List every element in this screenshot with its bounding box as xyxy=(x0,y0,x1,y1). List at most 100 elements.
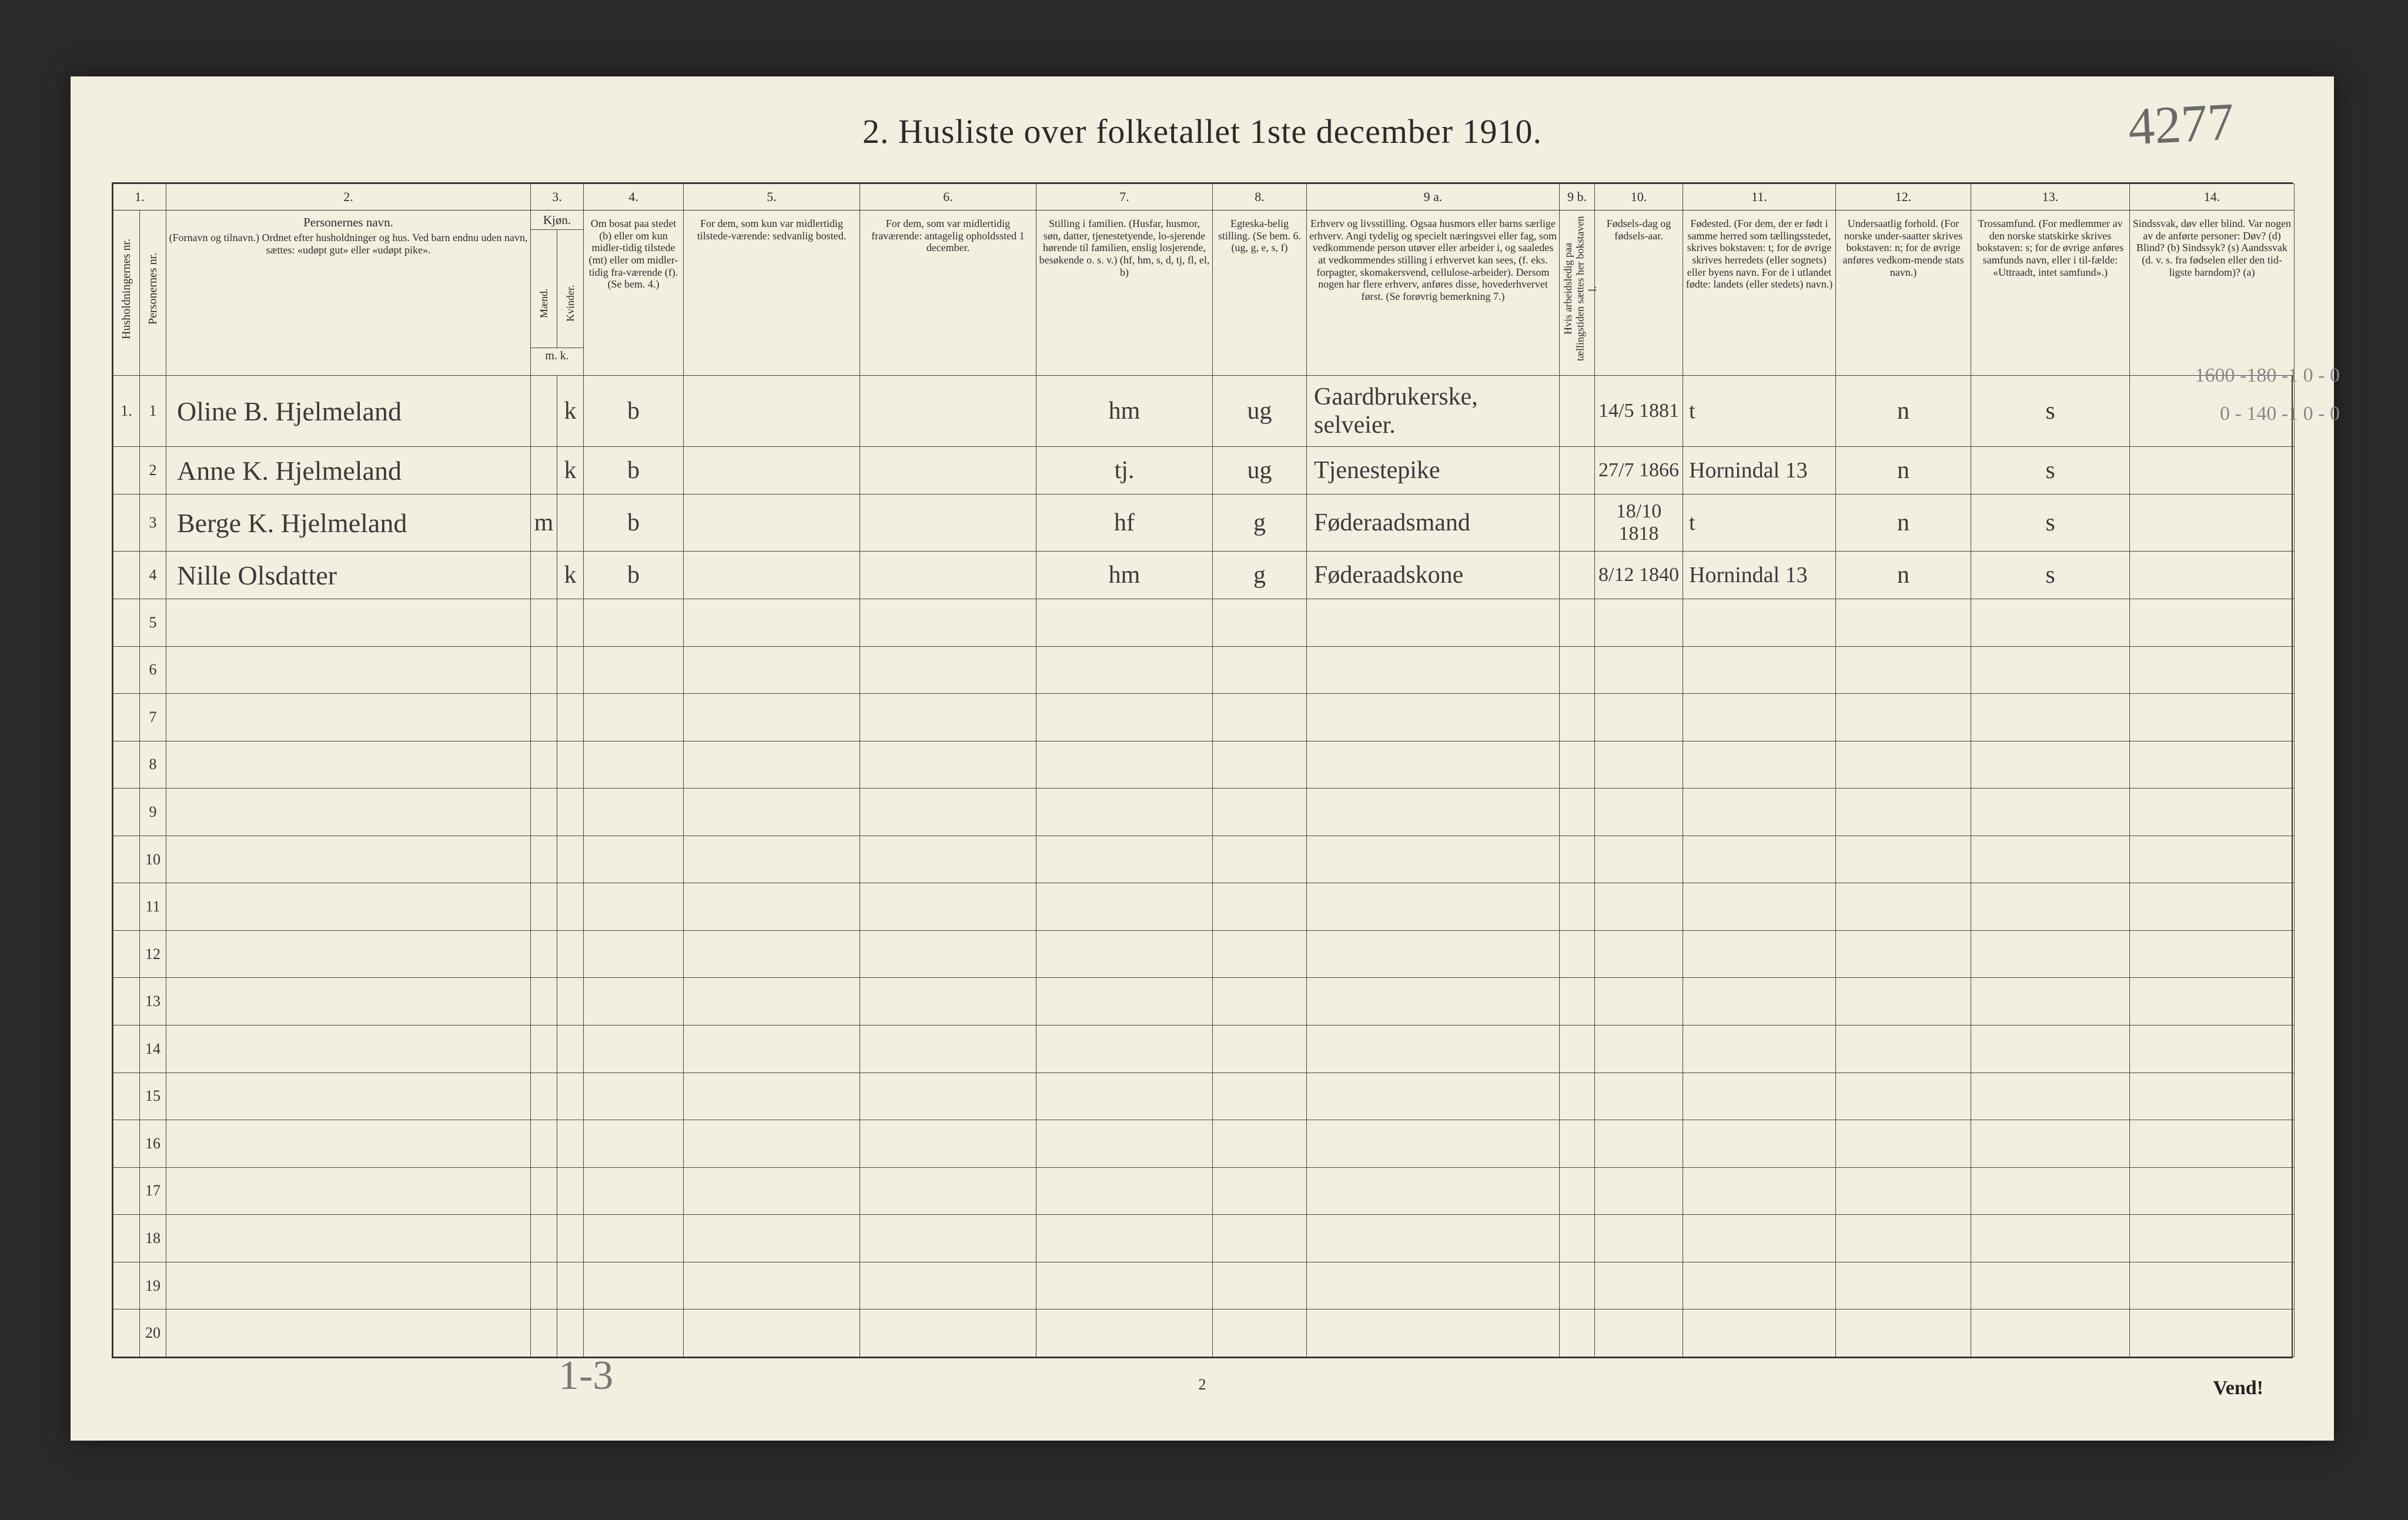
table-body: 1. 1 Oline B. Hjelmeland k b hm ug Gaard… xyxy=(113,376,2295,1357)
colnum-3: 3. xyxy=(531,184,584,211)
cell-fodselsdato: 14/5 1881 xyxy=(1595,376,1683,447)
cell-hh-nr xyxy=(113,883,140,931)
cell-sex-m xyxy=(531,1262,557,1309)
cell-name: Oline B. Hjelmeland xyxy=(166,376,531,447)
cell-fodselsdato xyxy=(1595,599,1683,646)
cell-bosat: b xyxy=(584,376,684,447)
cell-famstill: hf xyxy=(1036,495,1213,552)
cell-egte xyxy=(1213,836,1307,883)
cell-col14 xyxy=(2130,883,2295,931)
cell-egte xyxy=(1213,599,1307,646)
cell-sex-k: k xyxy=(557,447,584,495)
cell-fodselsdato xyxy=(1595,741,1683,789)
cell-sex-k xyxy=(557,1262,584,1309)
cell-fodested: Hornindal 13 xyxy=(1683,552,1836,599)
cell-egte xyxy=(1213,1120,1307,1168)
cell-bosat xyxy=(584,1167,684,1215)
hdr-fodselsdato: Fødsels-dag og fødsels-aar. xyxy=(1595,211,1683,376)
colnum-10: 10. xyxy=(1595,184,1683,211)
cell-fodested: Hornindal 13 xyxy=(1683,447,1836,495)
cell-name: Berge K. Hjelmeland xyxy=(166,495,531,552)
cell-famstill: tj. xyxy=(1036,447,1213,495)
cell-hh-nr xyxy=(113,1073,140,1120)
cell-person-nr: 16 xyxy=(140,1120,166,1168)
cell-sex-m xyxy=(531,1167,557,1215)
cell-tros xyxy=(1971,646,2130,694)
cell-egte xyxy=(1213,1025,1307,1073)
cell-col5 xyxy=(684,1309,860,1357)
cell-undersaat xyxy=(1836,789,1971,836)
cell-col14 xyxy=(2130,552,2295,599)
cell-fodselsdato xyxy=(1595,1167,1683,1215)
cell-col6 xyxy=(860,978,1036,1025)
cell-bosat xyxy=(584,836,684,883)
cell-9b xyxy=(1560,1262,1595,1309)
cell-col14 xyxy=(2130,1073,2295,1120)
hdr-midl-tilstede: For dem, som kun var midlertidig tilsted… xyxy=(684,211,860,376)
cell-name xyxy=(166,1262,531,1309)
cell-famstill xyxy=(1036,599,1213,646)
cell-undersaat xyxy=(1836,1262,1971,1309)
cell-undersaat: n xyxy=(1836,447,1971,495)
cell-hh-nr xyxy=(113,789,140,836)
cell-sex-m xyxy=(531,836,557,883)
cell-9b xyxy=(1560,836,1595,883)
cell-famstill xyxy=(1036,1025,1213,1073)
cell-person-nr: 18 xyxy=(140,1215,166,1262)
cell-sex-m xyxy=(531,1073,557,1120)
cell-bosat: b xyxy=(584,447,684,495)
cell-col6 xyxy=(860,599,1036,646)
cell-tros: s xyxy=(1971,376,2130,447)
cell-col6 xyxy=(860,741,1036,789)
cell-col5 xyxy=(684,599,860,646)
cell-sex-m: m xyxy=(531,495,557,552)
cell-erhverv xyxy=(1307,646,1560,694)
cell-tros xyxy=(1971,694,2130,741)
cell-famstill xyxy=(1036,1215,1213,1262)
cell-sex-k xyxy=(557,1025,584,1073)
cell-fodselsdato: 18/10 1818 xyxy=(1595,495,1683,552)
cell-fodselsdato xyxy=(1595,1025,1683,1073)
table-row-empty: 18 xyxy=(113,1215,2295,1262)
colnum-11: 11. xyxy=(1683,184,1836,211)
cell-egte xyxy=(1213,646,1307,694)
cell-erhverv xyxy=(1307,694,1560,741)
colnum-14: 14. xyxy=(2130,184,2295,211)
cell-name xyxy=(166,694,531,741)
table-row-empty: 5 xyxy=(113,599,2295,646)
cell-9b xyxy=(1560,447,1595,495)
cell-fodested xyxy=(1683,789,1836,836)
cell-person-nr: 8 xyxy=(140,741,166,789)
cell-famstill xyxy=(1036,978,1213,1025)
cell-egte xyxy=(1213,789,1307,836)
cell-hh-nr xyxy=(113,495,140,552)
hdr-arbeidsledig: Hvis arbeidsledig paa tællingstiden sætt… xyxy=(1560,211,1595,376)
cell-col6 xyxy=(860,694,1036,741)
cell-bosat xyxy=(584,1025,684,1073)
table-row-empty: 8 xyxy=(113,741,2295,789)
cell-sex-m xyxy=(531,447,557,495)
cell-col6 xyxy=(860,1073,1036,1120)
cell-tros xyxy=(1971,836,2130,883)
cell-9b xyxy=(1560,552,1595,599)
cell-egte xyxy=(1213,1073,1307,1120)
cell-tros: s xyxy=(1971,447,2130,495)
cell-tros: s xyxy=(1971,552,2130,599)
cell-fodested xyxy=(1683,646,1836,694)
cell-col6 xyxy=(860,1167,1036,1215)
cell-person-nr: 14 xyxy=(140,1025,166,1073)
cell-egte xyxy=(1213,694,1307,741)
cell-tros xyxy=(1971,789,2130,836)
cell-undersaat: n xyxy=(1836,495,1971,552)
cell-name xyxy=(166,1167,531,1215)
cell-sex-k xyxy=(557,1167,584,1215)
table-row-empty: 7 xyxy=(113,694,2295,741)
cell-fodested xyxy=(1683,1215,1836,1262)
colnum-9b: 9 b. xyxy=(1560,184,1595,211)
cell-fodselsdato xyxy=(1595,978,1683,1025)
cell-col6 xyxy=(860,376,1036,447)
cell-hh-nr xyxy=(113,694,140,741)
table-row: 1. 1 Oline B. Hjelmeland k b hm ug Gaard… xyxy=(113,376,2295,447)
cell-col14 xyxy=(2130,1215,2295,1262)
cell-fodested xyxy=(1683,1309,1836,1357)
